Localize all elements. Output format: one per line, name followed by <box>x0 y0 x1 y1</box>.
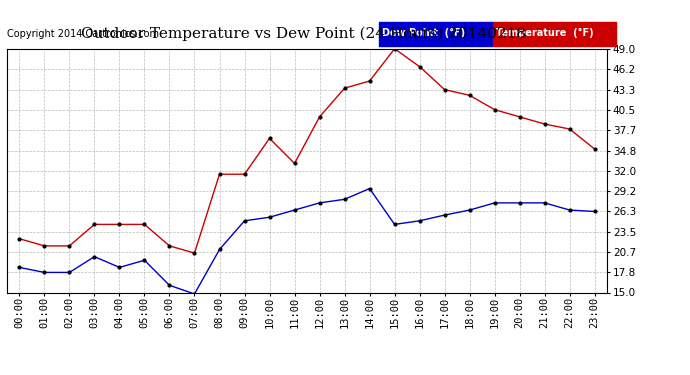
FancyBboxPatch shape <box>379 22 493 46</box>
Text: Outdoor Temperature vs Dew Point (24 Hours) 20140218: Outdoor Temperature vs Dew Point (24 Hou… <box>81 26 526 40</box>
Text: Dew Point  (°F): Dew Point (°F) <box>382 28 465 38</box>
Text: Copyright 2014 Cartronics.com: Copyright 2014 Cartronics.com <box>7 29 159 39</box>
FancyBboxPatch shape <box>493 22 616 46</box>
Text: Temperature  (°F): Temperature (°F) <box>496 28 594 38</box>
